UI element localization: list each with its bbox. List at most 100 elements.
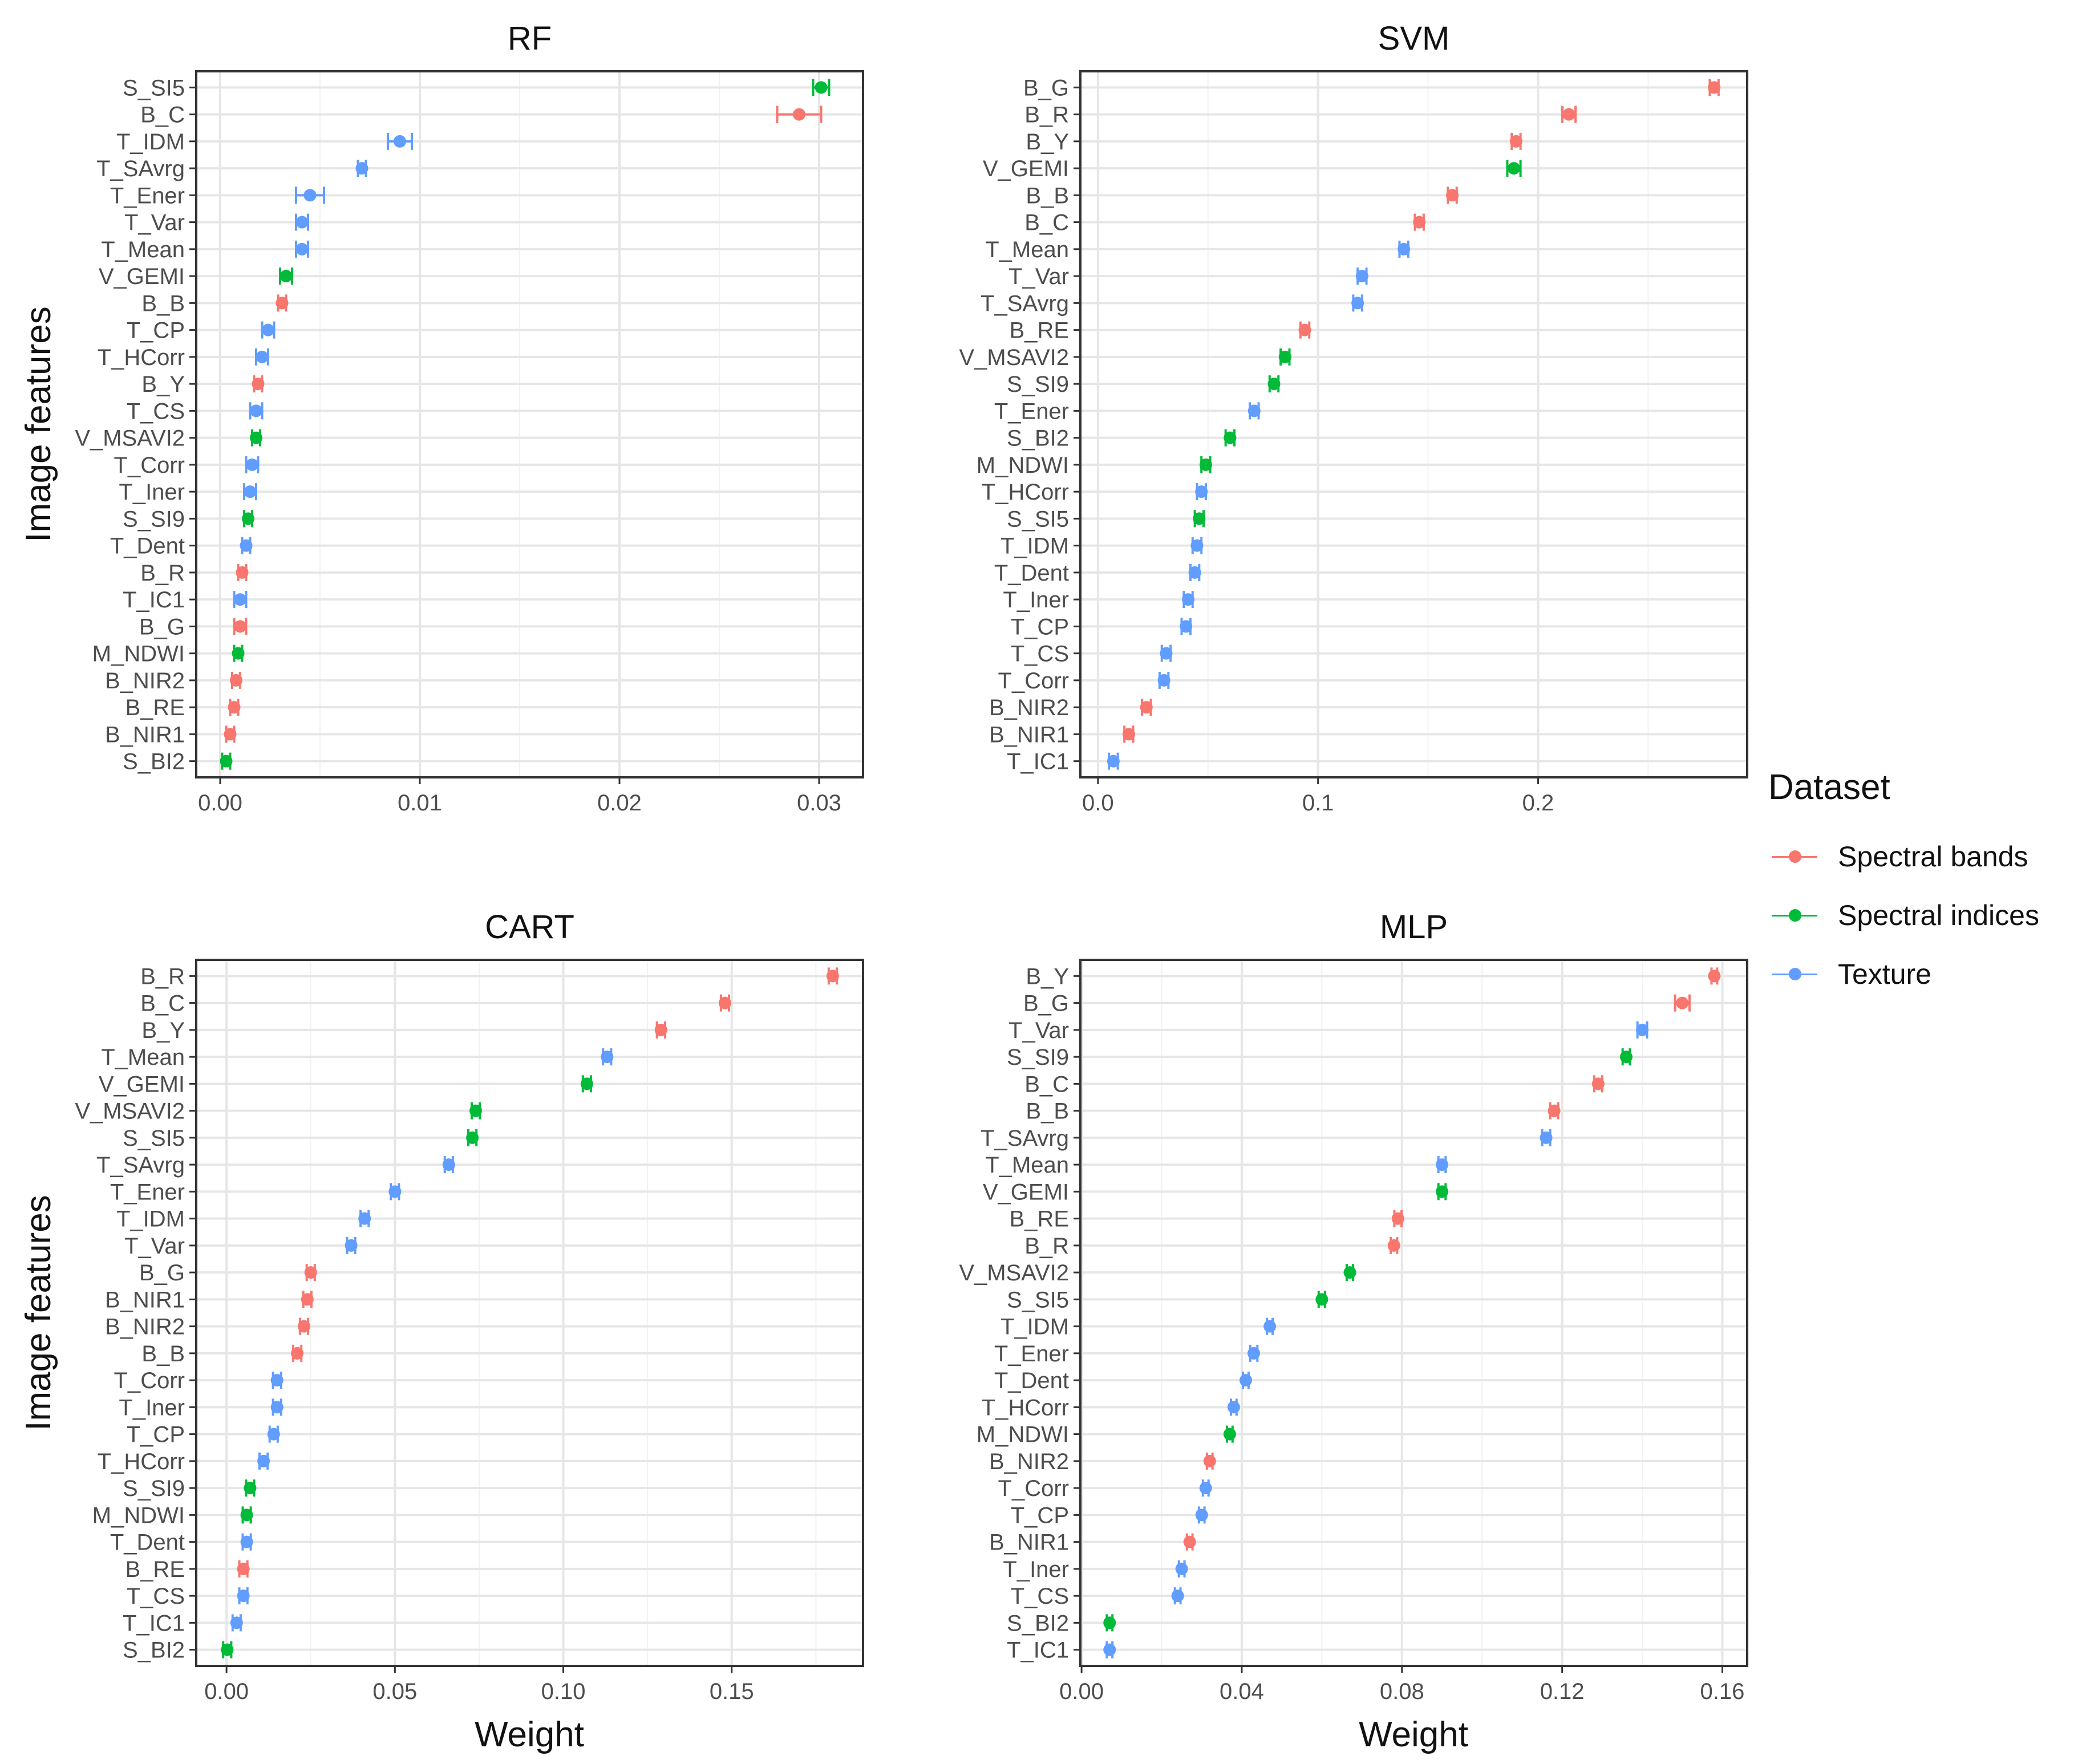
- point-t-ic1: [230, 1616, 243, 1629]
- point-t-corr: [246, 458, 258, 471]
- point-b-nir2: [297, 1320, 310, 1333]
- x-tick-label: 0.02: [597, 790, 642, 816]
- point-t-var: [295, 216, 309, 229]
- point-b-g: [234, 620, 246, 633]
- point-t-var: [345, 1239, 358, 1252]
- y-tick-label-v-msavi2: V_MSAVI2: [75, 1099, 185, 1124]
- panel-title: RF: [508, 20, 552, 57]
- point-s-si9: [1619, 1051, 1633, 1064]
- point-t-corr: [270, 1374, 283, 1387]
- point-t-corr: [1199, 1482, 1212, 1495]
- y-tick-label-m-ndwi: M_NDWI: [92, 642, 185, 667]
- panel-border: [1079, 70, 1748, 778]
- point-t-savrg: [1540, 1131, 1553, 1144]
- y-tick-label-t-cs: T_CS: [1011, 642, 1069, 667]
- point-b-y: [1708, 970, 1721, 983]
- y-tick-label-t-cp: T_CP: [127, 1422, 185, 1447]
- x-tick-label: 0.0: [1082, 790, 1114, 816]
- point-s-si5: [466, 1131, 479, 1144]
- y-tick-label-t-var: T_Var: [1008, 1018, 1069, 1043]
- panel-rf: RFS_SI5B_CT_IDMT_SAvrgT_EnerT_VarT_MeanV…: [75, 20, 864, 816]
- legend-item-spectral-indices: Spectral indices: [1768, 886, 2039, 944]
- y-tick-label-t-savrg: T_SAvrg: [96, 1153, 185, 1178]
- panel-svm: SVM B_G B_RB_YV_GEMIB_BB_CT_MeanT_VarT_SAv…: [959, 20, 1748, 816]
- x-tick-label: 0.05: [372, 1679, 417, 1704]
- y-tick-label-t-var: T_Var: [124, 210, 185, 236]
- y-tick-label-m-ndwi: M_NDWI: [92, 1503, 185, 1528]
- y-tick-label-b-y: B_Y: [1026, 964, 1069, 989]
- point-t-cs: [1171, 1589, 1184, 1603]
- point-t-iner: [1182, 593, 1195, 606]
- x-axis-title-mlp: Weight: [1359, 1715, 1468, 1754]
- y-tick-label-b-r: B_R: [1024, 1234, 1069, 1259]
- point-v-msavi2: [469, 1104, 483, 1117]
- y-tick-label-b-re: B_RE: [125, 1557, 185, 1582]
- y-tick-label-t-cp: T_CP: [1011, 614, 1069, 639]
- y-tick-label-t-ener: T_Ener: [110, 183, 185, 208]
- point-t-mean: [601, 1051, 614, 1064]
- y-tick-label-b-c: B_C: [1024, 1072, 1069, 1097]
- point-s-si5: [1193, 512, 1206, 525]
- point-t-ener: [1248, 1347, 1261, 1360]
- point-b-g: [1676, 996, 1689, 1009]
- y-tick-label-b-r: B_R: [140, 561, 185, 586]
- legend-label: Texture: [1838, 958, 1931, 990]
- y-tick-label-b-y: B_Y: [1026, 129, 1069, 155]
- point-t-idm: [358, 1212, 371, 1225]
- point-t-dent: [240, 1535, 253, 1548]
- point-v-gemi: [1508, 162, 1521, 175]
- y-tick-label-t-ic1: T_IC1: [1007, 749, 1069, 774]
- y-tick-label-b-g: B_G: [1023, 991, 1069, 1016]
- point-b-nir1: [1122, 728, 1135, 741]
- legend-key-dot: [1789, 850, 1801, 863]
- x-tick-label: 0.16: [1700, 1679, 1745, 1704]
- y-tick-label-v-gemi: V_GEMI: [99, 264, 185, 289]
- x-tick-label: 0.03: [797, 790, 841, 816]
- point-b-nir1: [1183, 1535, 1196, 1548]
- point-t-cs: [237, 1589, 250, 1603]
- panel-background: [1080, 960, 1747, 1666]
- y-tick-label-v-msavi2: V_MSAVI2: [75, 426, 185, 451]
- y-tick-label-b-c: B_C: [140, 991, 185, 1016]
- point-s-si9: [1267, 378, 1281, 391]
- point-b-c: [1413, 216, 1426, 229]
- y-tick-label-v-gemi: V_GEMI: [983, 1179, 1069, 1205]
- point-s-bi2: [220, 755, 233, 768]
- y-tick-label-t-iner: T_Iner: [1003, 1557, 1069, 1582]
- legend-key-spectral-indices: [1768, 898, 1821, 932]
- x-axis-title-cart: Weight: [475, 1715, 584, 1754]
- y-tick-label-s-si9: S_SI9: [1007, 372, 1069, 397]
- legend-title: Dataset: [1768, 768, 1890, 807]
- point-v-msavi2: [1278, 350, 1291, 363]
- y-tick-label-b-re: B_RE: [1010, 1207, 1070, 1232]
- y-tick-label-t-hcorr: T_HCorr: [982, 1395, 1069, 1420]
- y-tick-label-t-ic1: T_IC1: [123, 587, 185, 613]
- y-tick-label-t-mean: T_Mean: [985, 1153, 1069, 1178]
- point-t-cp: [1180, 620, 1193, 633]
- y-tick-label-t-cs: T_CS: [1011, 1584, 1069, 1609]
- point-t-hcorr: [1195, 485, 1208, 498]
- point-t-iner: [270, 1401, 283, 1414]
- y-tick-label-b-nir1: B_NIR1: [989, 722, 1069, 747]
- point-b-y: [1509, 135, 1522, 148]
- point-v-gemi: [580, 1077, 593, 1090]
- y-tick-label-b-nir2: B_NIR2: [105, 668, 185, 694]
- point-b-re: [237, 1562, 250, 1575]
- point-t-savrg: [355, 162, 368, 175]
- y-tick-label-t-corr: T_Corr: [998, 1476, 1069, 1501]
- point-t-iner: [1175, 1562, 1188, 1575]
- y-tick-label-t-mean: T_Mean: [101, 237, 185, 262]
- y-tick-label-t-ener: T_Ener: [994, 399, 1069, 424]
- legend-key-dot: [1789, 909, 1801, 922]
- point-b-re: [228, 701, 241, 714]
- point-b-y: [252, 378, 265, 391]
- legend-key-texture: [1768, 957, 1821, 991]
- y-tick-label-t-var: T_Var: [124, 1234, 185, 1259]
- y-tick-label-b-nir1: B_NIR1: [105, 1287, 185, 1312]
- point-s-bi2: [1224, 431, 1237, 444]
- y-tick-label-t-corr: T_Corr: [114, 1368, 185, 1393]
- x-tick-label: 0.04: [1220, 1679, 1264, 1704]
- y-tick-label-b-y: B_Y: [141, 1018, 185, 1043]
- point-b-nir2: [1203, 1454, 1216, 1467]
